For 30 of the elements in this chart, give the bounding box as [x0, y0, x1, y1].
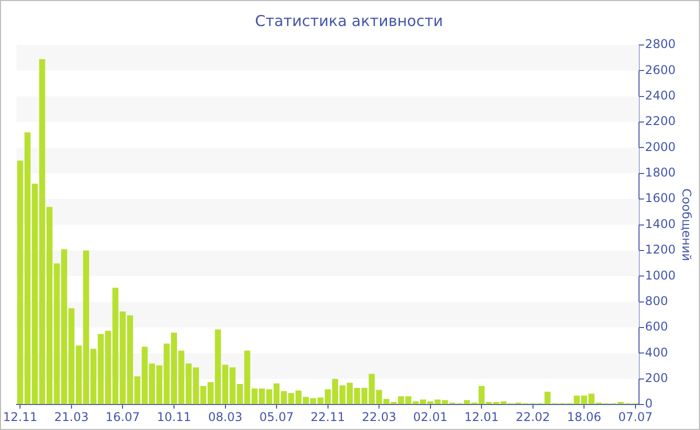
- y-tick-label: 800: [645, 294, 668, 308]
- x-tick-label: 02.01: [413, 410, 448, 424]
- y-tick-label: 2400: [645, 88, 676, 102]
- y-axis-title: Сообщений: [680, 188, 694, 262]
- x-tick-label: 22.11: [310, 410, 345, 424]
- x-tick-label: 22.02: [516, 410, 550, 424]
- x-tick-label: 22.03: [362, 410, 396, 424]
- y-tick-label: 400: [645, 345, 668, 360]
- y-tick-label: 0: [645, 396, 653, 411]
- chart-title: Статистика активности: [255, 12, 443, 30]
- y-tick-label: 2600: [645, 62, 676, 77]
- x-tick-label: 12.01: [464, 410, 499, 424]
- x-tick-label: 10.11: [156, 410, 192, 424]
- y-tick-label: 600: [645, 320, 668, 334]
- y-tick-label: 1200: [645, 242, 676, 257]
- y-tick-label: 1800: [645, 166, 676, 180]
- y-tick-label: 2000: [645, 140, 676, 154]
- x-tick-label: 18.06: [566, 410, 602, 424]
- x-tick-label: 21.03: [54, 410, 89, 424]
- y-tick-label: 1000: [645, 268, 676, 282]
- x-tick-label: 05.07: [259, 410, 294, 424]
- x-tick-label: 07.07: [618, 410, 653, 424]
- y-tick-label: 1600: [645, 191, 676, 206]
- y-tick-label: 200: [645, 371, 668, 386]
- x-tick-label: 12.11: [3, 410, 38, 424]
- y-tick-label: 2800: [645, 37, 676, 52]
- x-tick-label: 16.07: [106, 410, 140, 424]
- y-tick-label: 2200: [645, 114, 676, 128]
- x-tick-label: 08.03: [208, 410, 242, 424]
- y-tick-label: 1400: [645, 216, 676, 231]
